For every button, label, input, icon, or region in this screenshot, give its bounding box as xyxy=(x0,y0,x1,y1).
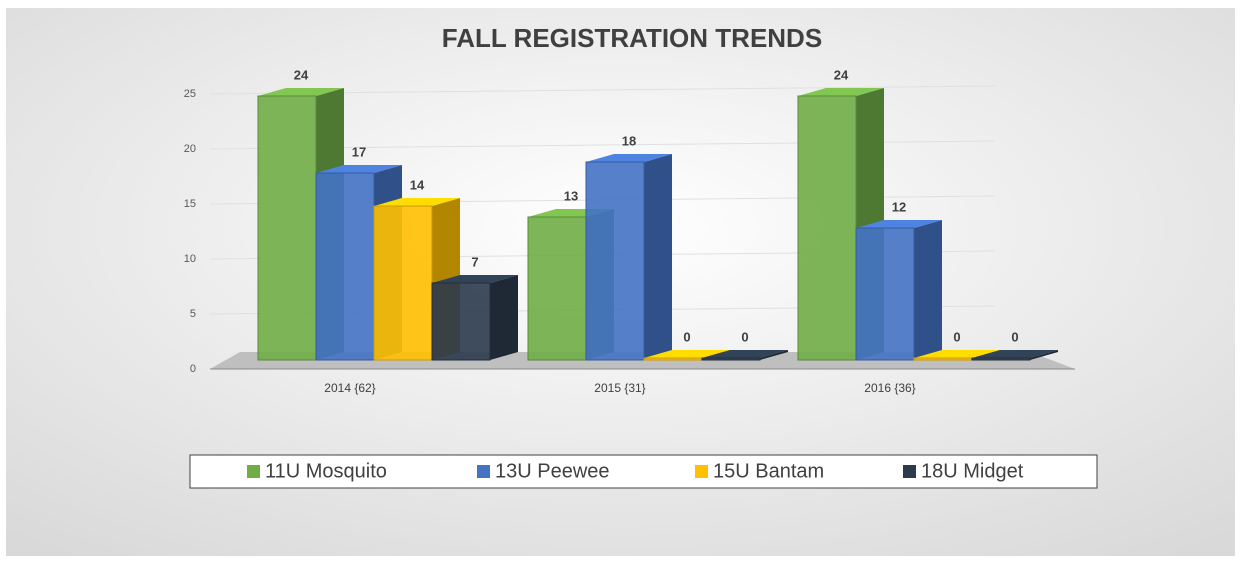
bar xyxy=(797,95,857,361)
data-label: 17 xyxy=(352,144,366,159)
bar-top xyxy=(432,275,518,283)
data-label: 0 xyxy=(1011,329,1018,344)
bar xyxy=(643,357,703,361)
data-label: 0 xyxy=(741,329,748,344)
legend-box xyxy=(189,454,1098,489)
y-tick-label: 5 xyxy=(190,308,196,320)
bar xyxy=(431,282,491,361)
legend-swatch xyxy=(695,465,708,478)
bar xyxy=(855,227,915,361)
legend-label: 18U Midget xyxy=(921,460,1024,482)
chart-title: FALL REGISTRATION TRENDS xyxy=(442,23,822,53)
data-label: 18 xyxy=(622,133,636,148)
data-label: 0 xyxy=(953,329,960,344)
bar-top xyxy=(316,165,402,173)
bar-top xyxy=(798,88,884,96)
x-tick-label: 2016 {36} xyxy=(864,381,915,395)
bar xyxy=(913,357,973,361)
bar-top xyxy=(914,350,1000,358)
bar-top xyxy=(258,88,344,96)
bar-top xyxy=(644,350,730,358)
y-tick-label: 25 xyxy=(184,88,196,100)
bar-side xyxy=(760,350,788,360)
data-label: 0 xyxy=(683,329,690,344)
bar-side xyxy=(490,275,518,360)
bar xyxy=(585,161,645,361)
data-label: 24 xyxy=(834,67,849,82)
data-label: 14 xyxy=(410,177,425,192)
legend-label: 13U Peewee xyxy=(495,460,610,482)
data-label: 7 xyxy=(471,254,478,269)
bar-top xyxy=(374,198,460,206)
y-tick-label: 10 xyxy=(184,253,196,265)
bar-side xyxy=(914,220,942,360)
legend-label: 15U Bantam xyxy=(713,460,824,482)
legend-label: 11U Mosquito xyxy=(265,460,387,482)
x-tick-label: 2014 {62} xyxy=(324,381,375,395)
data-label: 24 xyxy=(294,67,309,82)
bar xyxy=(315,172,375,361)
y-tick-label: 15 xyxy=(184,198,196,210)
bar xyxy=(971,357,1031,361)
bar xyxy=(701,357,761,361)
bar-side xyxy=(644,154,672,360)
legend-swatch xyxy=(903,465,916,478)
bar-side xyxy=(1030,350,1058,360)
data-label: 13 xyxy=(564,188,578,203)
bar-top xyxy=(856,220,942,228)
legend-swatch xyxy=(477,465,490,478)
bar-top xyxy=(702,350,788,358)
y-tick-label: 0 xyxy=(190,363,196,375)
bar-top xyxy=(586,154,672,162)
data-label: 12 xyxy=(892,199,906,214)
bar-top xyxy=(972,350,1058,358)
y-tick-label: 20 xyxy=(184,143,196,155)
bar xyxy=(527,216,587,361)
x-tick-label: 2015 {31} xyxy=(594,381,645,395)
bar xyxy=(257,95,317,361)
legend-swatch xyxy=(247,465,260,478)
bar xyxy=(373,205,433,361)
